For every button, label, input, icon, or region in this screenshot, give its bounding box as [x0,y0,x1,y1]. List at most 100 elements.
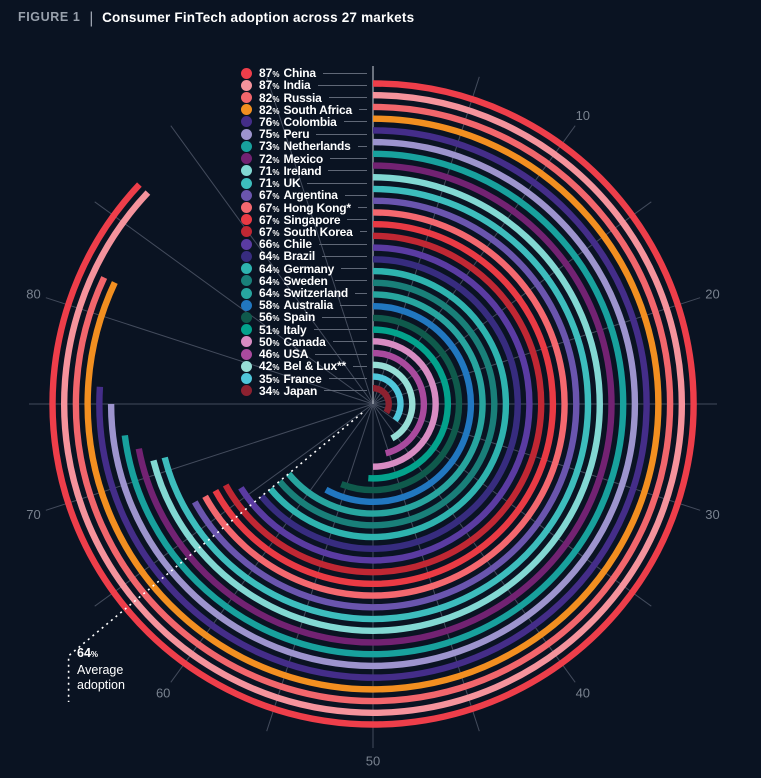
legend-dot-icon [241,360,252,372]
arc-canada [372,338,439,470]
legend-country-label: India [283,78,311,93]
legend-dot-icon [241,348,252,360]
arc-singapore [212,220,557,588]
legend-leader-line [328,378,367,380]
legend-leader-line [324,390,367,392]
figure-label: FIGURE 1 [18,10,81,24]
legend-item: 71% Ireland [241,164,369,178]
legend-dot-icon [241,116,252,128]
legend-dot-icon [241,373,252,385]
arc-italy [368,326,451,482]
legend-value: 76% [259,114,280,129]
legend-country-label: South Africa [283,102,352,117]
legend-leader-line [357,207,367,209]
legend-country-label: Mexico [283,151,323,166]
average-annotation: 64% Average adoption [77,646,125,694]
legend-dot-icon [241,79,252,91]
arc-chile [238,244,533,564]
legend-value: 67% [259,188,280,203]
legend-item: 42% Bel & Lux** [241,359,369,374]
arc-peru [107,138,639,670]
legend-country-label: Chile [283,237,312,252]
legend-item: 64% Brazil [241,249,369,264]
legend-value: 72% [259,151,280,166]
legend-country-label: France [283,371,322,386]
grid-spoke [170,125,374,405]
legend-leader-line [352,365,367,367]
legend-country-label: Colombia [283,114,337,129]
axis-tick-label: 40 [576,685,590,700]
arc-brazil [259,256,521,552]
legend-item: 72% Mexico [241,151,369,166]
legend-country-label: Sweden [283,273,328,288]
average-value: 64% [77,646,99,660]
axis-tick-label: 20 [705,286,719,301]
legend-dot-icon [241,104,252,116]
legend-item: 58% Australia [241,298,369,313]
arc-spain [340,314,463,494]
legend-country-label: Switzerland [283,286,348,301]
legend-leader-line [344,194,367,196]
arc-argentina [191,197,580,611]
legend-leader-line [316,133,367,135]
legend-value: 35% [259,371,280,386]
arc-france [372,373,404,423]
average-dotted-line [67,412,363,702]
legend-value: 46% [259,347,280,362]
legend-dot-icon [241,324,252,336]
legend-country-label: Bel & Lux** [283,359,346,374]
legend-item: 67% Argentina [241,188,369,203]
axis-tick-label: 60 [156,685,170,700]
legend-leader-line [343,121,367,123]
legend-item: 82% Russia [241,90,369,105]
legend-dot-icon [241,214,252,226]
legend-dot-icon [241,263,252,275]
legend-value: 82% [259,90,280,105]
legend-item: 87% India [241,78,369,93]
legend-leader-line [341,268,367,270]
arc-colombia [96,127,650,681]
legend-leader-line [322,72,367,74]
legend-value: 87% [259,66,280,81]
arc-mexico [135,162,615,646]
legend-country-label: Hong Kong* [283,200,351,215]
legend-leader-line [318,243,367,245]
axis-tick-label: 80 [26,286,40,301]
legend-country-label: Italy [283,322,307,337]
legend-dot-icon [241,385,252,397]
figure-title: Consumer FinTech adoption across 27 mark… [102,9,415,25]
legend-item: 87% China [241,66,369,81]
arc-south-korea [222,232,545,576]
legend-item: 64% Switzerland [241,286,369,301]
legend-country-label: Canada [283,334,326,349]
legend-country-label: South Korea [283,224,353,239]
arc-hong-kong- [202,209,568,599]
legend-item: 56% Spain [241,310,369,325]
legend-value: 67% [259,224,280,239]
arc-australia [324,302,475,506]
legend-country-label: USA [283,347,309,362]
legend-country-label: Russia [283,90,322,105]
legend-country-label: Peru [283,127,310,142]
legend-value: 64% [259,249,280,264]
legend-country-label: Singapore [283,212,341,227]
arc-china [49,80,697,728]
legend-leader-line [328,97,367,99]
legend-country-label: Brazil [283,249,315,264]
grid-spoke [94,201,374,405]
arc-ireland [150,174,603,634]
legend-leader-line [354,292,367,294]
axis-tick-label: 10 [576,108,590,123]
legend-dot-icon [241,299,252,311]
arc-switzerland [286,291,486,517]
legend-value: 67% [259,200,280,215]
legend-country-label: Spain [283,310,316,325]
legend-item: 46% USA [241,347,369,362]
legend-value: 58% [259,298,280,313]
axis-tick-label: 50 [366,754,380,769]
legend-dot-icon [241,92,252,104]
legend-item: 71% UK [241,176,369,190]
legend-leader-line [321,255,367,257]
arc-usa [372,349,427,457]
